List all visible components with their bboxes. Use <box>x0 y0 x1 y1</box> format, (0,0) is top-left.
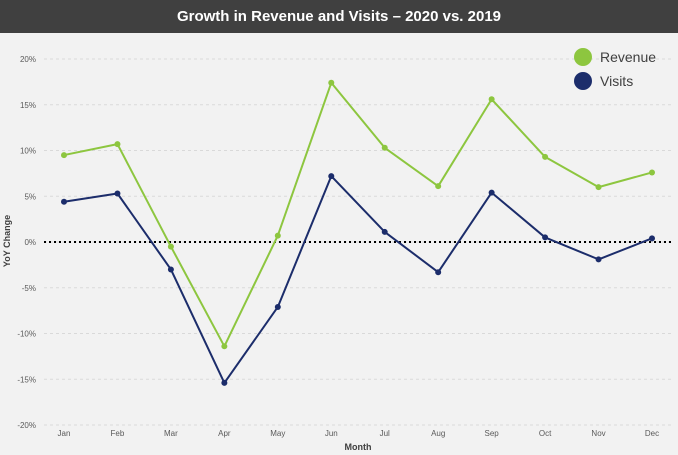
legend-marker-revenue <box>574 48 592 66</box>
x-tick-label: Jul <box>380 429 390 438</box>
legend-label-revenue: Revenue <box>600 49 656 65</box>
legend-marker-visits <box>574 72 592 90</box>
revenue-point <box>488 96 495 103</box>
revenue-point <box>221 343 228 350</box>
line-chart: 20% 15% 10% 5% 0% -5% -10% -15% -20% Jan Feb Mar Ap… <box>2 48 672 452</box>
revenue-point <box>381 144 388 151</box>
visits-point <box>328 173 335 180</box>
x-axis-ticks: Jan Feb Mar Apr May Jun Jul Aug Sep Oct Nov Dec <box>58 429 660 438</box>
revenue-point <box>542 153 549 160</box>
y-tick-label: 20% <box>20 55 36 64</box>
y-tick-label: 5% <box>24 192 36 201</box>
revenue-point <box>649 169 655 176</box>
visits-point <box>488 189 495 196</box>
x-tick-label: Aug <box>431 429 445 438</box>
visits-point <box>221 379 228 386</box>
y-tick-label: 10% <box>20 147 36 156</box>
x-tick-label: Jun <box>325 429 338 438</box>
revenue-point <box>328 79 335 86</box>
visits-point <box>595 256 602 263</box>
revenue-point <box>435 183 442 190</box>
y-tick-label: 0% <box>24 238 36 247</box>
x-tick-label: Apr <box>218 429 231 438</box>
visits-point <box>381 228 388 235</box>
y-tick-label: -5% <box>22 284 36 293</box>
visits-point <box>435 269 442 276</box>
y-tick-label: -15% <box>17 375 36 384</box>
visits-point <box>61 198 67 205</box>
visits-point <box>542 234 549 241</box>
y-tick-label: -10% <box>17 330 36 339</box>
chart-title: Growth in Revenue and Visits – 2020 vs. … <box>0 0 678 33</box>
series-group <box>61 79 655 386</box>
y-axis-ticks: 20% 15% 10% 5% 0% -5% -10% -15% -20% <box>17 55 36 430</box>
x-tick-label: May <box>270 429 285 438</box>
x-tick-label: Feb <box>111 429 125 438</box>
y-tick-label: 15% <box>20 101 36 110</box>
x-tick-label: Nov <box>591 429 605 438</box>
visits-point <box>274 303 281 310</box>
x-tick-label: Jan <box>58 429 71 438</box>
revenue-point <box>167 243 174 250</box>
x-tick-label: Dec <box>645 429 659 438</box>
revenue-point <box>61 152 67 159</box>
legend-label-visits: Visits <box>600 73 633 89</box>
visits-line <box>63 175 653 384</box>
visits-point <box>649 235 655 242</box>
x-tick-label: Oct <box>539 429 552 438</box>
y-tick-label: -20% <box>17 421 36 430</box>
x-axis-title: Month <box>345 442 372 452</box>
revenue-point <box>274 232 281 239</box>
grid-lines <box>44 58 672 426</box>
x-tick-label: Mar <box>164 429 178 438</box>
revenue-point <box>595 184 602 191</box>
visits-point <box>114 190 121 197</box>
x-tick-label: Sep <box>485 429 500 438</box>
visits-point <box>167 266 174 273</box>
y-axis-title: YoY Change <box>2 215 12 267</box>
legend: Revenue Visits <box>574 48 656 90</box>
revenue-line <box>63 81 653 348</box>
revenue-point <box>114 141 121 148</box>
